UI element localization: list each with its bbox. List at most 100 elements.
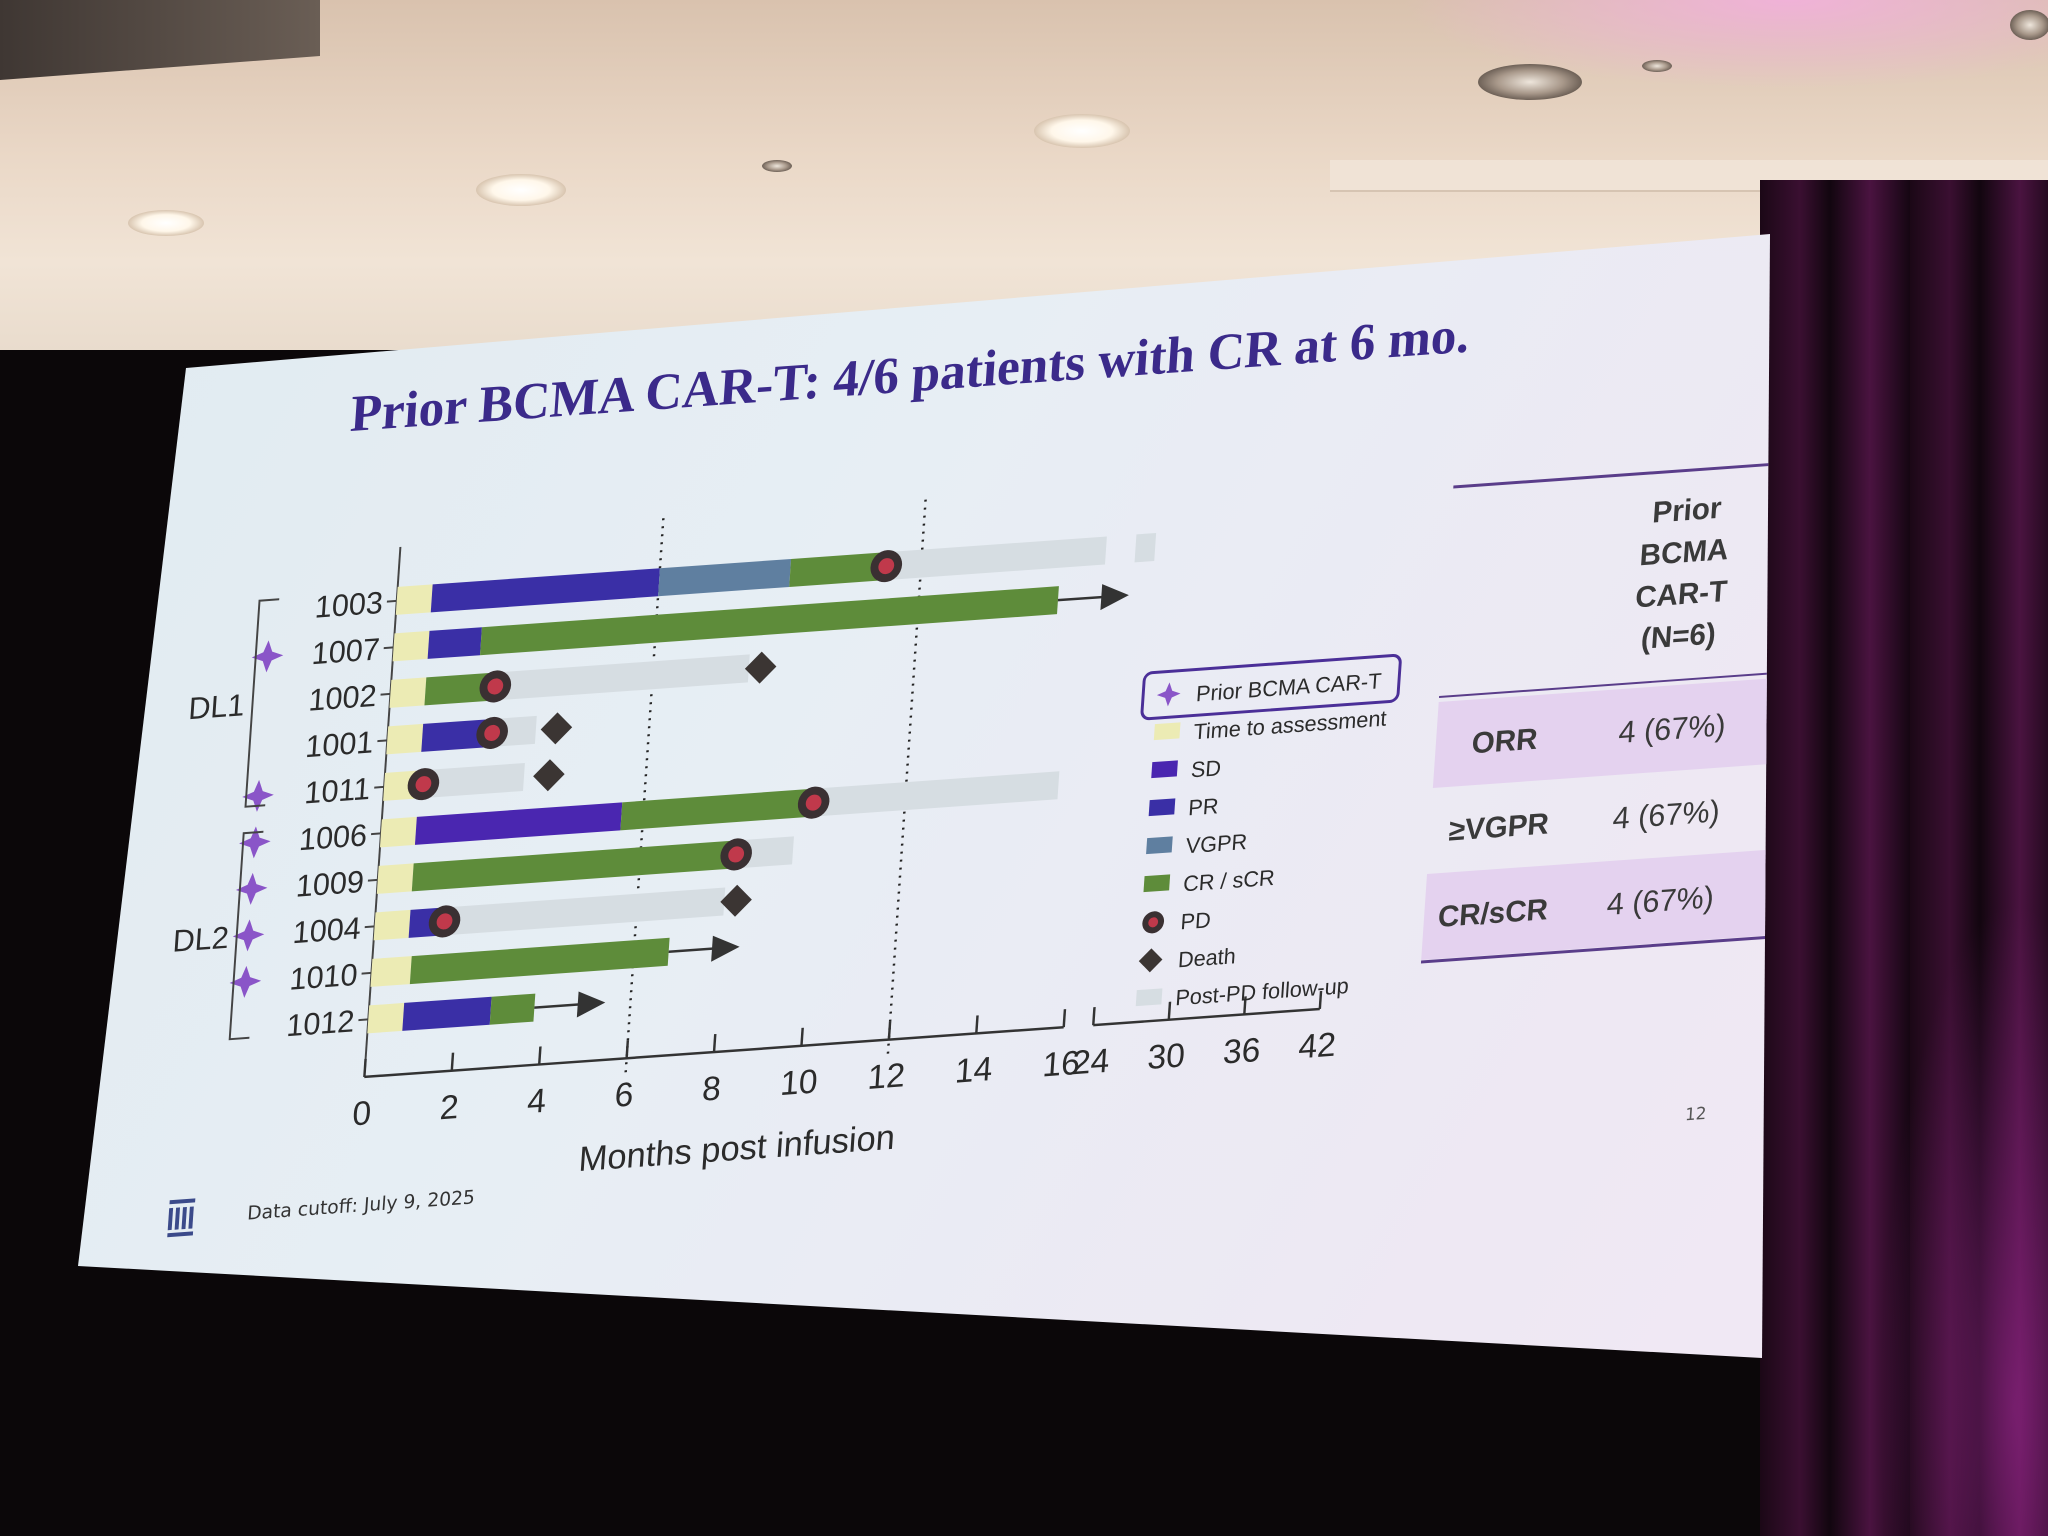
time-to-assessment-segment xyxy=(379,816,417,848)
cr-segment xyxy=(789,552,888,587)
death-marker-icon xyxy=(720,884,752,917)
dose-level-bracket xyxy=(244,598,280,808)
x-tick xyxy=(450,1052,455,1071)
post-pd-follow-up-bar xyxy=(735,836,794,869)
slide-page-number: 12 xyxy=(1684,1103,1707,1125)
ongoing-arrow-line xyxy=(1057,595,1106,602)
dose-level-bracket xyxy=(228,830,264,1041)
table-row-label: CR/sCR xyxy=(1437,893,1549,934)
legend-label: PD xyxy=(1180,907,1212,934)
ceiling-light xyxy=(476,174,566,206)
x-tick xyxy=(1062,1009,1067,1028)
pr-segment xyxy=(430,568,660,613)
legend-label: Post-PD follow-up xyxy=(1175,973,1350,1010)
ceiling-light xyxy=(1478,64,1582,100)
slide-content: Prior BCMA CAR-T: 4/6 patients with CR a… xyxy=(167,306,1770,1238)
prior-bcma-star-icon xyxy=(239,826,271,859)
legend-pd-icon-core xyxy=(1148,917,1159,928)
pd-marker-core xyxy=(487,678,504,695)
ceiling-light xyxy=(2010,10,2048,40)
y-tick xyxy=(383,646,394,650)
x-tick xyxy=(1318,990,1323,1010)
ceiling-light xyxy=(1642,60,1672,72)
table-cell-prior-bcma: 4 (67%) xyxy=(1606,879,1715,922)
prior-bcma-star-icon xyxy=(242,779,274,812)
ongoing-arrow-icon xyxy=(1100,584,1129,611)
death-marker-icon xyxy=(744,651,777,684)
y-tick xyxy=(367,878,378,882)
x-tick xyxy=(1243,996,1247,1015)
prior-bcma-star-icon xyxy=(232,919,265,952)
legend-label: SD xyxy=(1190,755,1222,782)
table-bottom-rule xyxy=(1420,926,1770,964)
patient-id-label: 1011 xyxy=(303,771,371,811)
time-to-assessment-segment xyxy=(367,1002,405,1034)
patient-id-label: 1012 xyxy=(285,1003,355,1043)
patient-id-label: 1010 xyxy=(289,957,359,997)
legend-label: VGPR xyxy=(1185,829,1248,858)
x-tick-label: 42 xyxy=(1297,1026,1337,1067)
ongoing-arrow-line xyxy=(668,947,717,954)
patient-id-label: 1003 xyxy=(314,585,384,625)
x-tick-label: 12 xyxy=(866,1056,906,1097)
table-row-label: ORR xyxy=(1471,723,1539,761)
time-to-assessment-segment xyxy=(386,723,424,755)
patient-id-label: 1004 xyxy=(292,910,362,950)
y-tick xyxy=(371,832,381,836)
x-tick-label: 4 xyxy=(526,1082,547,1122)
time-to-assessment-segment xyxy=(392,630,430,662)
table-header-prior-bcma: BCMA xyxy=(1639,533,1730,572)
x-tick xyxy=(1092,1007,1096,1026)
dose-level-label: DL2 xyxy=(172,920,230,959)
legend-label: PR xyxy=(1188,793,1220,820)
post-pd-follow-up-bar xyxy=(885,536,1107,581)
death-marker-icon xyxy=(533,759,565,792)
death-marker-icon xyxy=(540,712,573,745)
x-tick-label: 24 xyxy=(1071,1042,1111,1083)
x-tick xyxy=(625,1040,630,1059)
post-pd-follow-up-bar xyxy=(812,771,1060,817)
vgpr-segment xyxy=(658,558,792,597)
y-tick xyxy=(364,925,375,929)
x-tick xyxy=(537,1046,542,1065)
time-to-assessment-segment xyxy=(395,584,433,615)
legend-death-icon xyxy=(1138,948,1163,973)
data-cutoff-footnote: Data cutoff: July 9, 2025 xyxy=(246,1186,475,1224)
patient-id-label: 1006 xyxy=(298,817,368,857)
table-header-prior-bcma: (N=6) xyxy=(1640,617,1717,655)
reference-line xyxy=(886,499,927,1055)
x-tick-label: 0 xyxy=(351,1094,372,1134)
reference-line xyxy=(624,518,665,1074)
table-header-prior-bcma: CAR-T xyxy=(1634,575,1728,615)
patient-id-label: 1002 xyxy=(307,678,377,718)
legend-label: Death xyxy=(1177,943,1237,972)
pd-marker-core xyxy=(436,913,453,930)
x-tick-label: 10 xyxy=(779,1062,819,1103)
post-pd-follow-up-bar xyxy=(494,654,750,701)
x-tick-label: 14 xyxy=(954,1050,994,1091)
x-axis-label: Months post infusion xyxy=(578,1118,897,1180)
patient-id-label: 1009 xyxy=(295,864,365,904)
pr-segment xyxy=(402,996,492,1031)
x-tick xyxy=(887,1021,892,1040)
x-tick-label: 6 xyxy=(614,1075,635,1115)
post-pd-follow-up-bar xyxy=(443,887,726,936)
x-tick xyxy=(800,1027,804,1046)
y-tick xyxy=(374,785,385,789)
y-tick xyxy=(358,1018,369,1022)
ongoing-arrow-icon xyxy=(711,935,740,962)
curtain-light-glow xyxy=(1880,900,2048,1536)
ceiling-light xyxy=(128,210,204,236)
x-tick xyxy=(975,1015,979,1034)
post-pd-follow-up-bar xyxy=(1134,532,1157,563)
table-top-rule xyxy=(1453,451,1770,489)
x-tick-label: 36 xyxy=(1222,1031,1262,1072)
pd-marker-core xyxy=(728,846,745,863)
time-to-assessment-segment xyxy=(376,863,414,894)
cr-segment xyxy=(480,586,1059,656)
x-axis xyxy=(364,1025,1064,1079)
table-row-shade xyxy=(1432,668,1770,788)
legend-swatch xyxy=(1148,798,1176,817)
cr-segment xyxy=(411,840,738,892)
